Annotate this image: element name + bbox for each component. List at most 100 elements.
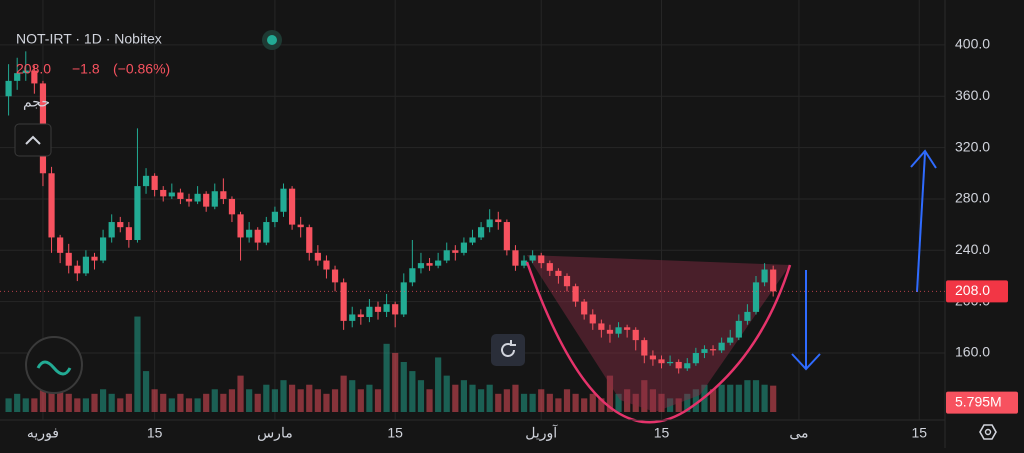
volume-bar bbox=[452, 384, 459, 412]
candle-body bbox=[203, 193, 210, 207]
candle-body bbox=[340, 282, 347, 321]
volume-bar bbox=[752, 380, 760, 412]
reset-button[interactable] bbox=[491, 334, 525, 366]
candle-body bbox=[477, 227, 485, 238]
candle-body bbox=[744, 311, 751, 321]
volume-bar bbox=[203, 393, 210, 412]
y-tick-label: 240.0 bbox=[955, 241, 990, 257]
volume-bar bbox=[477, 389, 485, 412]
candle-body bbox=[606, 329, 614, 334]
volume-bar bbox=[323, 393, 330, 412]
candle-body bbox=[752, 282, 760, 312]
volume-bar bbox=[546, 393, 553, 412]
candle-body bbox=[503, 222, 510, 251]
up-arrow bbox=[916, 152, 926, 293]
candle-body bbox=[288, 188, 296, 225]
volume-bar bbox=[581, 398, 588, 412]
x-tick-label: 15 bbox=[654, 425, 670, 441]
volume-bar bbox=[503, 389, 510, 412]
volume-bar bbox=[288, 384, 296, 412]
candle-body bbox=[314, 252, 321, 261]
candle-body bbox=[31, 70, 38, 84]
volume-bar bbox=[65, 393, 72, 412]
volume-layer bbox=[5, 316, 777, 412]
volume-bar bbox=[168, 398, 175, 412]
volume-bar bbox=[117, 398, 124, 412]
candle-body bbox=[263, 222, 270, 243]
volume-bar bbox=[649, 389, 657, 412]
candle-body bbox=[409, 268, 416, 283]
volume-bar bbox=[529, 393, 536, 412]
candle-body bbox=[237, 214, 244, 238]
volume-bar bbox=[57, 389, 64, 412]
x-tick-label: 15 bbox=[911, 425, 927, 441]
volume-bar bbox=[142, 371, 150, 412]
volume-bar bbox=[624, 389, 631, 412]
candle-body bbox=[632, 329, 639, 341]
y-tick-label: 360.0 bbox=[955, 87, 990, 103]
volume-bar bbox=[374, 389, 382, 412]
volume-bar bbox=[177, 393, 184, 412]
volume-bar bbox=[632, 393, 639, 412]
candle-body bbox=[254, 229, 261, 243]
candle-body bbox=[297, 224, 304, 228]
candle-body bbox=[598, 323, 605, 330]
candle-body bbox=[125, 227, 132, 241]
volume-bar bbox=[641, 380, 648, 412]
volume-bar bbox=[366, 384, 373, 412]
candle-body bbox=[160, 189, 167, 197]
volume-bar bbox=[306, 384, 313, 412]
candle-body bbox=[709, 349, 717, 351]
candle-body bbox=[666, 361, 674, 364]
candle-body bbox=[761, 269, 768, 283]
candle-body bbox=[486, 219, 493, 228]
candle-body bbox=[357, 314, 364, 318]
candle-body bbox=[185, 198, 193, 202]
candle-body bbox=[615, 327, 622, 334]
candle-body bbox=[460, 242, 468, 253]
volume-bar bbox=[538, 389, 545, 412]
volume-bar bbox=[228, 389, 236, 412]
down-arrow-head bbox=[791, 353, 821, 371]
price-label: 208.0 bbox=[955, 282, 990, 298]
candle-body bbox=[374, 306, 382, 312]
price-label-box bbox=[946, 280, 1008, 303]
volume-bar bbox=[417, 380, 425, 412]
candle-body bbox=[735, 320, 742, 338]
volume-bar bbox=[486, 384, 493, 412]
candle-body bbox=[48, 173, 55, 238]
volume-bar bbox=[409, 371, 416, 412]
y-tick-label: 280.0 bbox=[955, 190, 990, 206]
collapse-button[interactable] bbox=[14, 123, 52, 157]
volume-bar bbox=[134, 316, 141, 412]
volume-bar bbox=[220, 393, 227, 412]
volume-bar bbox=[74, 398, 81, 412]
candle-body bbox=[134, 186, 141, 241]
x-tick-label: می bbox=[789, 425, 808, 441]
volume-bar bbox=[469, 384, 476, 412]
candle-body bbox=[14, 73, 21, 81]
volume-bar bbox=[598, 398, 605, 412]
volume-bar bbox=[383, 343, 390, 412]
y-tick-label: 400.0 bbox=[955, 36, 990, 52]
volume-bar bbox=[495, 393, 502, 412]
volume-bar bbox=[108, 393, 115, 412]
volume-bar bbox=[572, 393, 579, 412]
candle-body bbox=[306, 227, 313, 253]
x-tick-label: فوریه bbox=[27, 425, 59, 442]
candle-body bbox=[57, 237, 64, 253]
volume-bar bbox=[400, 362, 407, 412]
logo-button[interactable] bbox=[25, 336, 83, 394]
volume-bar bbox=[331, 389, 339, 412]
volume-bar bbox=[443, 375, 450, 412]
candle-body bbox=[117, 222, 124, 228]
chart-title: NOT-IRT · 1D · Nobitex bbox=[16, 31, 162, 47]
volume-bar bbox=[280, 380, 287, 412]
settings-icon[interactable] bbox=[979, 424, 997, 440]
candle-body bbox=[5, 80, 12, 97]
volume-bar bbox=[349, 380, 356, 412]
volume-bar bbox=[563, 389, 571, 412]
candle-body bbox=[649, 355, 657, 360]
cup-curve bbox=[525, 261, 792, 424]
